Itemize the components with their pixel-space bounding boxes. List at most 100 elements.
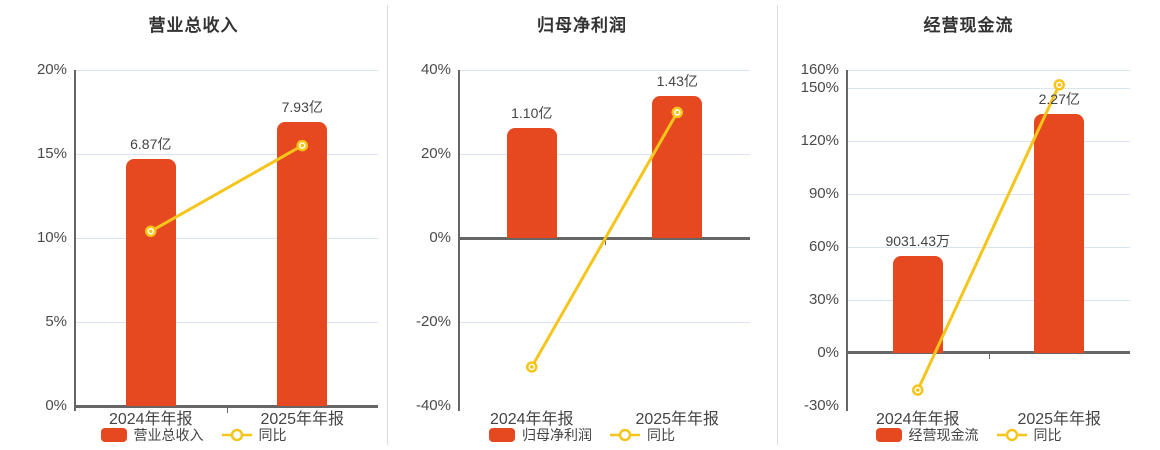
x-axis-tick	[988, 354, 990, 360]
legend-item-bar[interactable]: 营业总收入	[100, 425, 204, 445]
yoy-line	[912, 79, 1065, 396]
legend-line-label: 同比	[647, 427, 675, 443]
bar-value-label: 9031.43万	[885, 232, 951, 249]
chart-panel-revenue: 营业总收入 20% 15% 10% 5% 0% 2024年年报 2025年年报 6.87亿 7.…	[0, 0, 387, 450]
y-tick-label: 0%	[429, 229, 451, 246]
gridline	[847, 299, 1130, 301]
legend: 营业总收入 同比	[0, 426, 387, 444]
x-axis-line	[847, 351, 1130, 355]
legend-line-icon	[996, 428, 1027, 442]
bar-2024年年报[interactable]	[506, 127, 557, 238]
gridline	[459, 322, 750, 323]
bar-value-label: 1.10亿	[511, 104, 553, 121]
y-tick-label: -40%	[415, 397, 451, 414]
yoy-line-path	[916, 83, 1061, 392]
legend-item-bar[interactable]: 经营现金流	[875, 425, 979, 445]
bar-value-label: 6.87亿	[130, 136, 172, 153]
x-category-label: 2024年年报	[875, 411, 960, 428]
y-tick-label: 20%	[420, 145, 451, 162]
x-category-label: 2024年年报	[108, 411, 193, 428]
plot-area: 40% 20% 0% -20% -40% 2024年年报 2025年年报 1.10亿 1.43亿	[387, 0, 777, 450]
gridline	[847, 87, 1130, 89]
x-category-label: 2025年年报	[1017, 411, 1102, 428]
gridline	[847, 70, 1130, 71]
chart-panel-cash-flow: 经营现金流 160% 150% 120% 90% 60% 30% 0% -30% 2024年年报…	[777, 0, 1160, 450]
legend-bar-swatch	[489, 428, 515, 442]
legend-bar-label: 营业总收入	[133, 427, 204, 443]
y-tick-label: 0%	[45, 397, 67, 414]
legend: 归母净利润 同比	[387, 426, 777, 444]
gridline	[75, 322, 378, 323]
bar-2025年年报[interactable]	[277, 122, 328, 406]
legend-line-icon	[610, 428, 640, 442]
y-tick-label: 60%	[808, 237, 839, 255]
plot-area: 20% 15% 10% 5% 0% 2024年年报 2025年年报 6.87亿 7.93亿	[0, 0, 387, 450]
panel-divider	[387, 5, 388, 445]
y-tick-label: 15%	[36, 145, 67, 162]
chart-panel-net-profit: 归母净利润 40% 20% 0% -20% -40% 2024年年报 2025年年报 1.10…	[387, 0, 777, 450]
y-axis-line	[458, 70, 460, 411]
gridline	[75, 238, 378, 239]
yoy-line-point-center	[300, 143, 305, 148]
legend-item-bar[interactable]: 归母净利润	[489, 425, 592, 445]
legend-bar-swatch	[875, 428, 902, 442]
y-tick-label: 10%	[36, 229, 67, 246]
yoy-line-point-center	[1057, 83, 1062, 87]
gridline	[75, 70, 378, 71]
y-tick-label: -20%	[415, 313, 451, 330]
y-tick-label: 90%	[808, 184, 839, 202]
legend-line-label: 同比	[1033, 427, 1062, 443]
legend-line-label: 同比	[258, 427, 287, 443]
legend-item-line[interactable]: 同比	[996, 425, 1062, 445]
y-tick-label: 20%	[36, 61, 67, 78]
panel-divider	[777, 5, 778, 445]
legend-line-icon	[221, 428, 252, 442]
x-axis-line	[75, 404, 378, 408]
bar-2024年年报[interactable]	[892, 255, 943, 353]
yoy-line-point-center	[675, 110, 680, 115]
legend-bar-swatch	[100, 428, 127, 442]
x-axis-tick	[604, 239, 606, 245]
x-axis-tick	[226, 407, 228, 413]
y-tick-label: 5%	[45, 313, 67, 330]
gridline	[459, 70, 750, 71]
x-category-label: 2025年年报	[260, 411, 345, 428]
y-tick-label: 0%	[817, 343, 839, 361]
chart-title: 经营现金流	[923, 16, 1014, 35]
legend-item-line[interactable]: 同比	[221, 425, 287, 445]
yoy-line-point-center	[915, 388, 920, 392]
legend-bar-label: 归母净利润	[522, 427, 592, 443]
yoy-line	[145, 139, 308, 238]
y-axis-line	[846, 70, 848, 411]
bar-value-label: 2.27亿	[1038, 90, 1080, 107]
yoy-line	[526, 106, 683, 373]
gridline	[459, 154, 750, 155]
legend: 经营现金流 同比	[777, 426, 1160, 444]
bar-2025年年报[interactable]	[1034, 113, 1085, 353]
gridline	[847, 246, 1130, 248]
gridline	[847, 193, 1130, 195]
gridline	[75, 154, 378, 155]
bar-value-label: 7.93亿	[281, 99, 323, 116]
yoy-line-path	[530, 110, 679, 369]
yoy-line-point-center	[529, 365, 534, 369]
bar-2024年年报[interactable]	[125, 159, 176, 406]
y-tick-label: 120%	[800, 131, 839, 149]
y-tick-label: 30%	[808, 290, 839, 308]
yoy-line-point-center	[148, 229, 153, 234]
bar-value-label: 1.43亿	[656, 73, 698, 90]
chart-title: 归母净利润	[537, 16, 627, 35]
gridline	[847, 140, 1130, 142]
plot-area: 160% 150% 120% 90% 60% 30% 0% -30% 2024年年报 2025年年…	[777, 0, 1160, 450]
y-tick-label: 150%	[800, 78, 839, 96]
y-axis-line	[74, 70, 76, 411]
legend-bar-label: 经营现金流	[908, 427, 979, 443]
y-tick-label: 40%	[420, 61, 451, 78]
legend-item-line[interactable]: 同比	[610, 425, 675, 445]
chart-title: 营业总收入	[148, 16, 239, 35]
bar-2025年年报[interactable]	[652, 96, 703, 238]
y-tick-label: 160%	[800, 61, 839, 78]
x-category-label: 2025年年报	[635, 411, 720, 428]
yoy-line-path	[149, 144, 304, 233]
